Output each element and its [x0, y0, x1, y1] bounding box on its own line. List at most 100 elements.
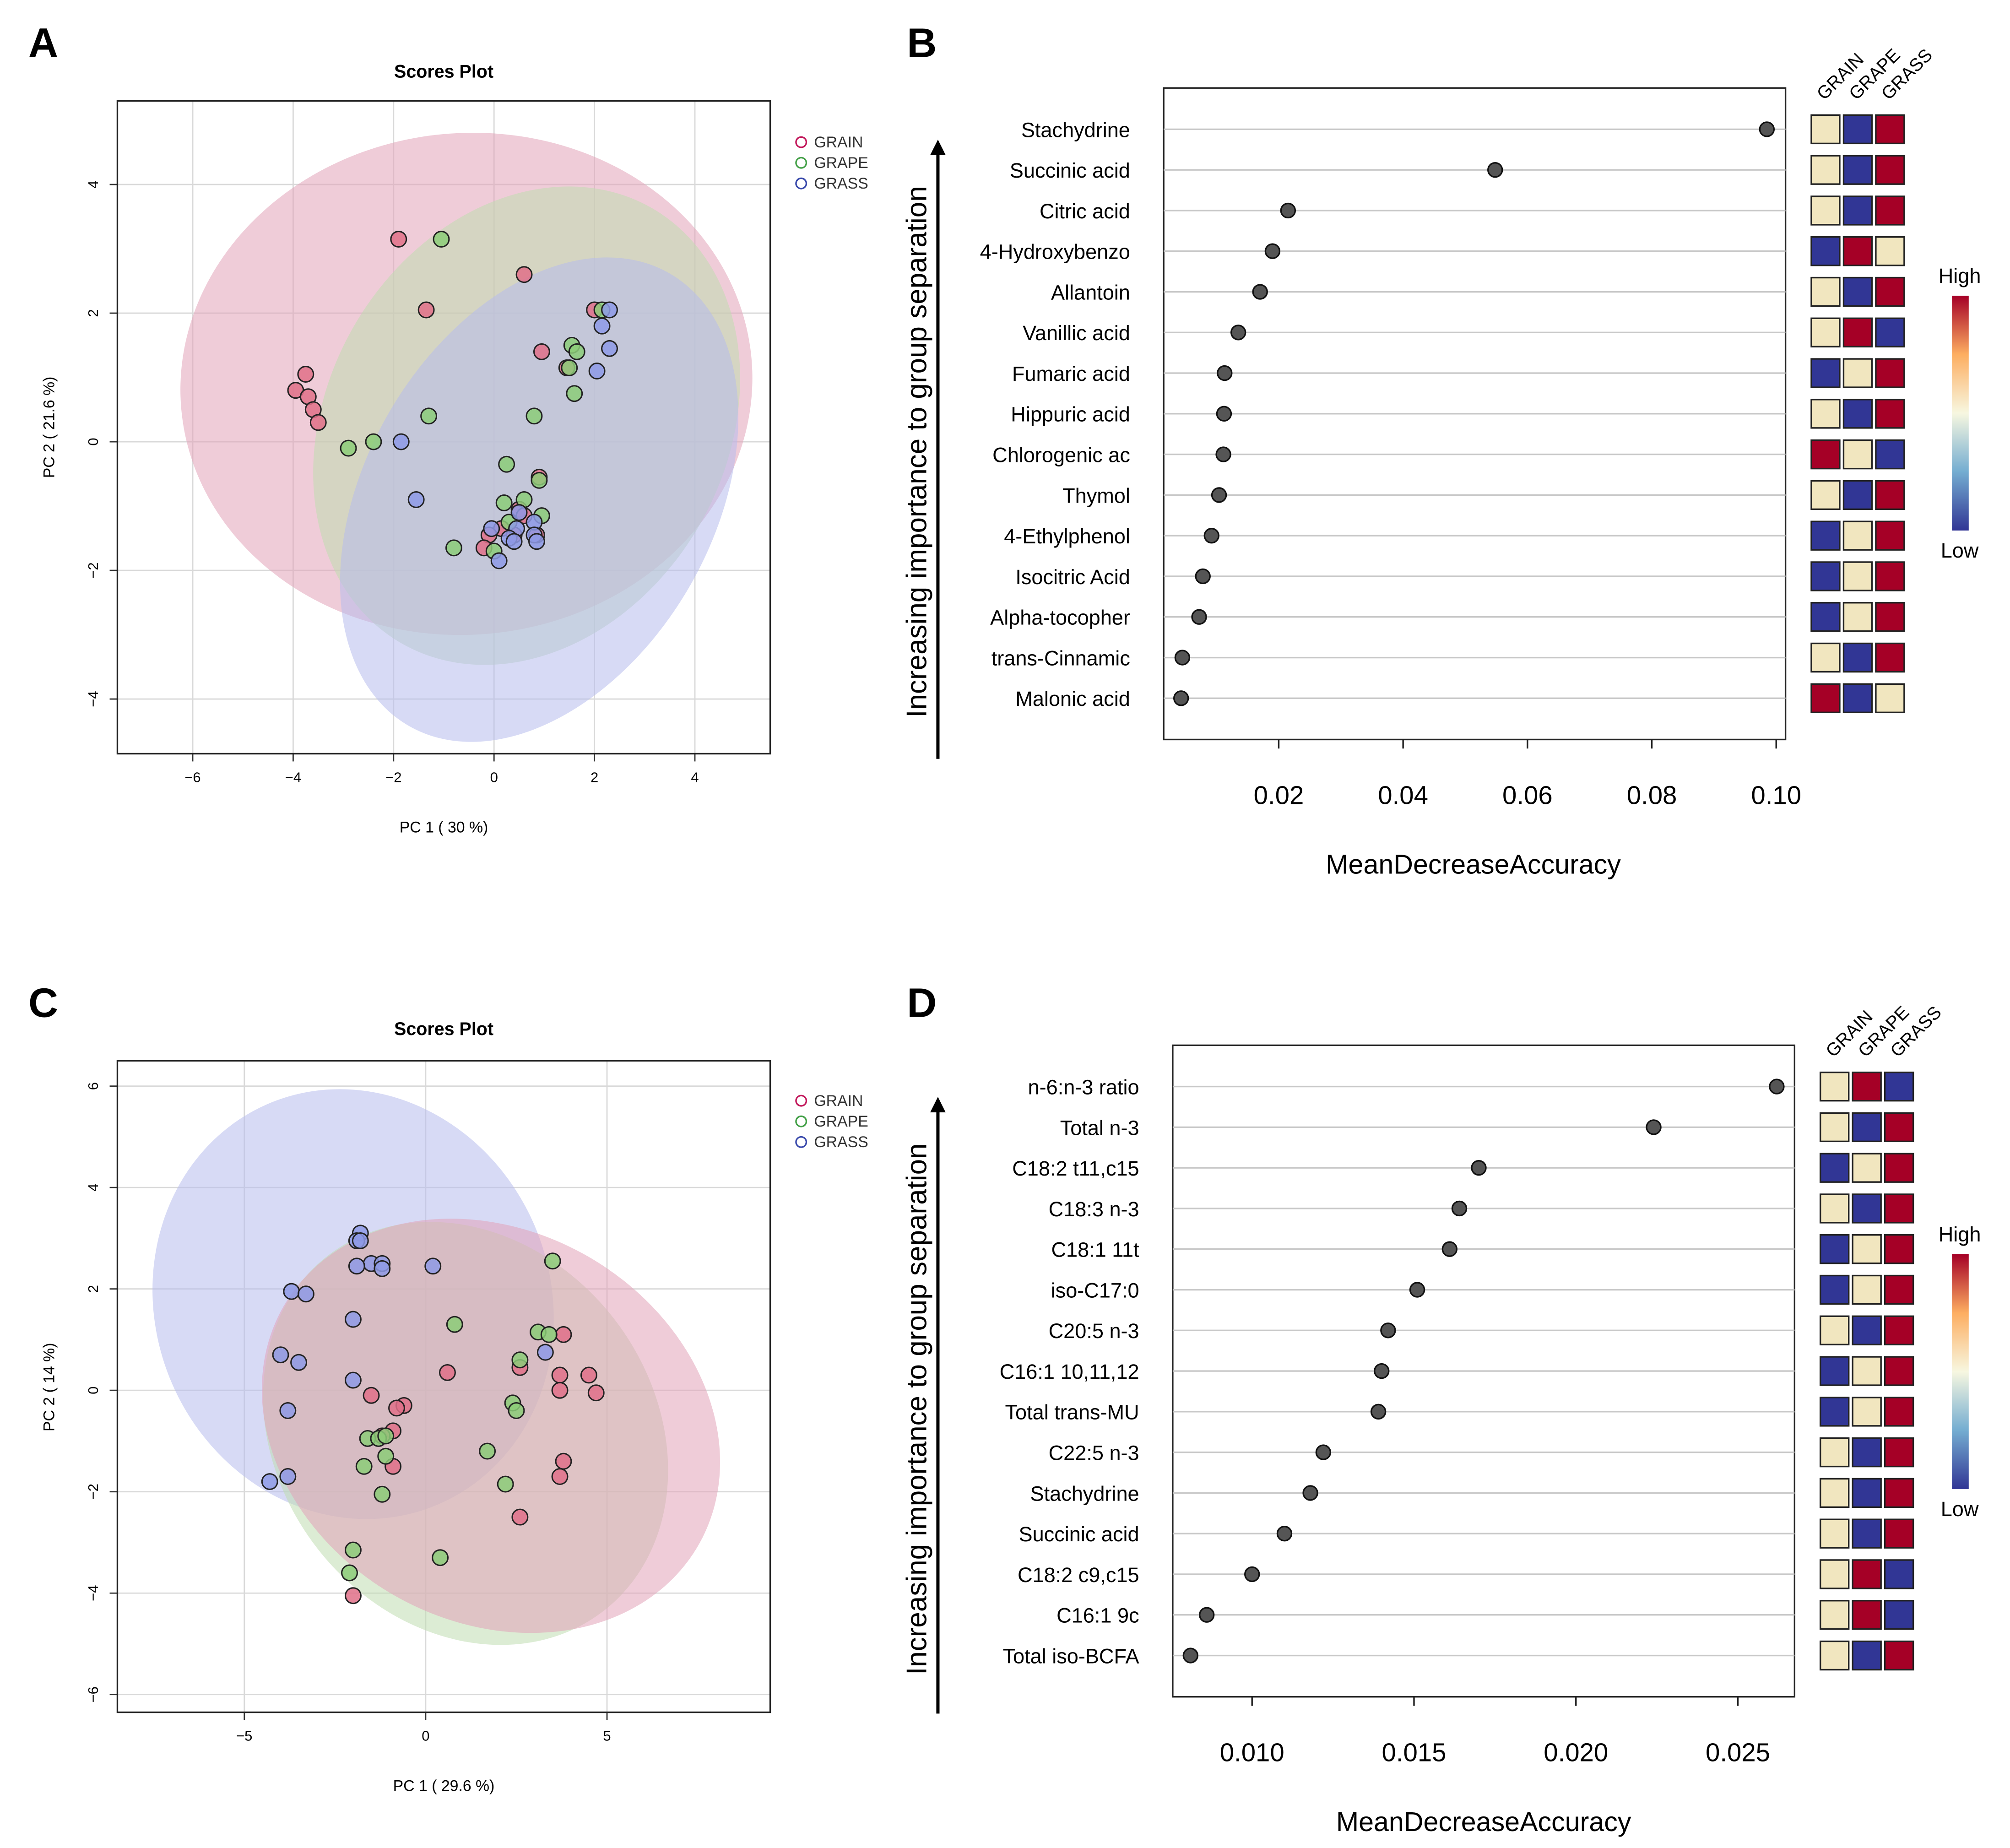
importance-dot: [1173, 690, 1189, 706]
heat-cell-grass: [1884, 1397, 1914, 1427]
row-label: Chlorogenic ac: [992, 444, 1130, 467]
heat-cell-grape: [1852, 1071, 1882, 1102]
row-label: C20:5 n-3: [1049, 1319, 1139, 1343]
heat-cell-grain: [1810, 114, 1841, 145]
point-grape: [566, 385, 583, 402]
x-tick-label: 0.02: [1254, 780, 1304, 809]
y-tick-label: 4: [85, 180, 101, 188]
y-tick-label: 0: [85, 1387, 101, 1394]
row-label: Succinic acid: [1019, 1523, 1139, 1546]
importance-plot-b: MeanDecreaseAccuracy Increasing importan…: [901, 45, 1981, 880]
row-label: Total n-3: [1060, 1116, 1139, 1139]
heat-cell-grass: [1875, 358, 1905, 388]
point-grass: [279, 1402, 297, 1419]
x-tick-label: 0.020: [1544, 1738, 1608, 1767]
chart-title-a: Scores Plot: [394, 62, 493, 82]
importance-dot: [1280, 202, 1296, 219]
legend-label-grain: GRAIN: [814, 1092, 863, 1110]
point-grass: [593, 317, 611, 335]
heat-cell-grain: [1820, 1518, 1850, 1549]
legend-label-grape: GRAPE: [814, 1113, 868, 1130]
point-grain: [555, 1326, 572, 1343]
heat-cell-grape: [1842, 520, 1873, 551]
row-label: iso-C17:0: [1051, 1279, 1139, 1302]
heat-cell-grass: [1884, 1274, 1914, 1305]
heat-cell-grape: [1842, 317, 1873, 347]
heat-cell-grape: [1852, 1397, 1882, 1427]
point-grain: [344, 1587, 362, 1604]
heat-cell-grain: [1810, 642, 1841, 673]
row-label: Hippuric acid: [1011, 403, 1130, 426]
panel-label-b: B: [907, 20, 937, 66]
point-grain: [555, 1452, 572, 1470]
heat-cell-grain: [1810, 520, 1841, 551]
point-grass: [272, 1346, 289, 1364]
heat-legend-low: Low: [1941, 1497, 1979, 1521]
scores-plot-a: Scores Plot PC 1 ( 30 %) PC 2 ( 21.6 %) …: [40, 62, 868, 836]
heat-cell-grape: [1842, 114, 1873, 145]
heat-cell-grape: [1852, 1315, 1882, 1345]
point-grape: [420, 407, 438, 425]
x-axis-label-c: PC 1 ( 29.6 %): [393, 1777, 495, 1794]
heat-cell-grape: [1852, 1437, 1882, 1468]
importance-dot: [1487, 162, 1503, 178]
heat-cell-grass: [1884, 1437, 1914, 1468]
x-tick-label: 0: [422, 1728, 429, 1744]
heat-cell-grain: [1820, 1600, 1850, 1630]
heat-cell-grain: [1820, 1112, 1850, 1143]
heat-cell-grain: [1810, 480, 1841, 510]
ellipse-grass: [340, 257, 739, 742]
y-tick-label: 0: [85, 438, 101, 445]
heat-cell-grass: [1884, 1112, 1914, 1143]
point-grain: [363, 1387, 380, 1404]
legend-marker-grass: [795, 1136, 807, 1148]
point-grape: [374, 1485, 391, 1503]
point-grape: [340, 439, 357, 457]
row-label: C18:3 n-3: [1049, 1198, 1139, 1221]
y-tick-label: −6: [85, 1686, 101, 1702]
heat-cell-grass: [1875, 317, 1905, 347]
point-grape: [432, 1549, 449, 1566]
importance-dot: [1315, 1444, 1332, 1460]
x-axis-label-b: MeanDecreaseAccuracy: [1326, 849, 1621, 880]
importance-dot: [1217, 365, 1233, 381]
heat-cell-grain: [1810, 561, 1841, 591]
heat-cell-grape: [1852, 1600, 1882, 1630]
point-grain: [417, 301, 435, 319]
importance-dot: [1646, 1119, 1662, 1135]
y-axis-label-c: PC 2 ( 14 %): [40, 1343, 58, 1432]
x-tick-label: 2: [591, 769, 598, 785]
row-label: Stachydrine: [1030, 1482, 1139, 1505]
row-label: C22:5 n-3: [1049, 1442, 1139, 1465]
heat-cell-grass: [1875, 236, 1905, 266]
x-axis-label-d: MeanDecreaseAccuracy: [1336, 1806, 1631, 1837]
point-grass: [483, 520, 500, 537]
plot-area-a: [117, 101, 770, 754]
point-grain: [515, 266, 533, 283]
heat-cell-grass: [1884, 1153, 1914, 1183]
ellipse-grain: [261, 1219, 721, 1633]
row-label: Malonic acid: [1015, 687, 1130, 710]
x-axis-label-a: PC 1 ( 30 %): [400, 818, 488, 836]
importance-dot: [1441, 1241, 1458, 1257]
heat-cell-grain: [1820, 1274, 1850, 1305]
heat-cell-grain: [1820, 1437, 1850, 1468]
row-label: Total iso-BCFA: [1002, 1644, 1139, 1668]
heat-cell-grape: [1842, 155, 1873, 185]
heat-cell-grain: [1820, 1071, 1850, 1102]
importance-dot: [1370, 1404, 1387, 1420]
point-grape: [508, 1402, 525, 1419]
heat-cell-grass: [1875, 683, 1905, 713]
point-grass: [588, 363, 606, 379]
point-grass: [344, 1311, 362, 1328]
point-grain: [580, 1366, 597, 1384]
point-grass: [352, 1232, 369, 1249]
heat-cell-grape: [1842, 480, 1873, 510]
point-grass: [536, 1344, 554, 1361]
point-grass: [290, 1354, 308, 1371]
y-axis-label-d: Increasing importance to group separatio…: [901, 1143, 933, 1675]
heat-cell-grass: [1884, 1193, 1914, 1224]
row-label: Isocitric Acid: [1015, 565, 1130, 589]
point-grass: [490, 552, 508, 569]
heat-cell-grain: [1810, 358, 1841, 388]
